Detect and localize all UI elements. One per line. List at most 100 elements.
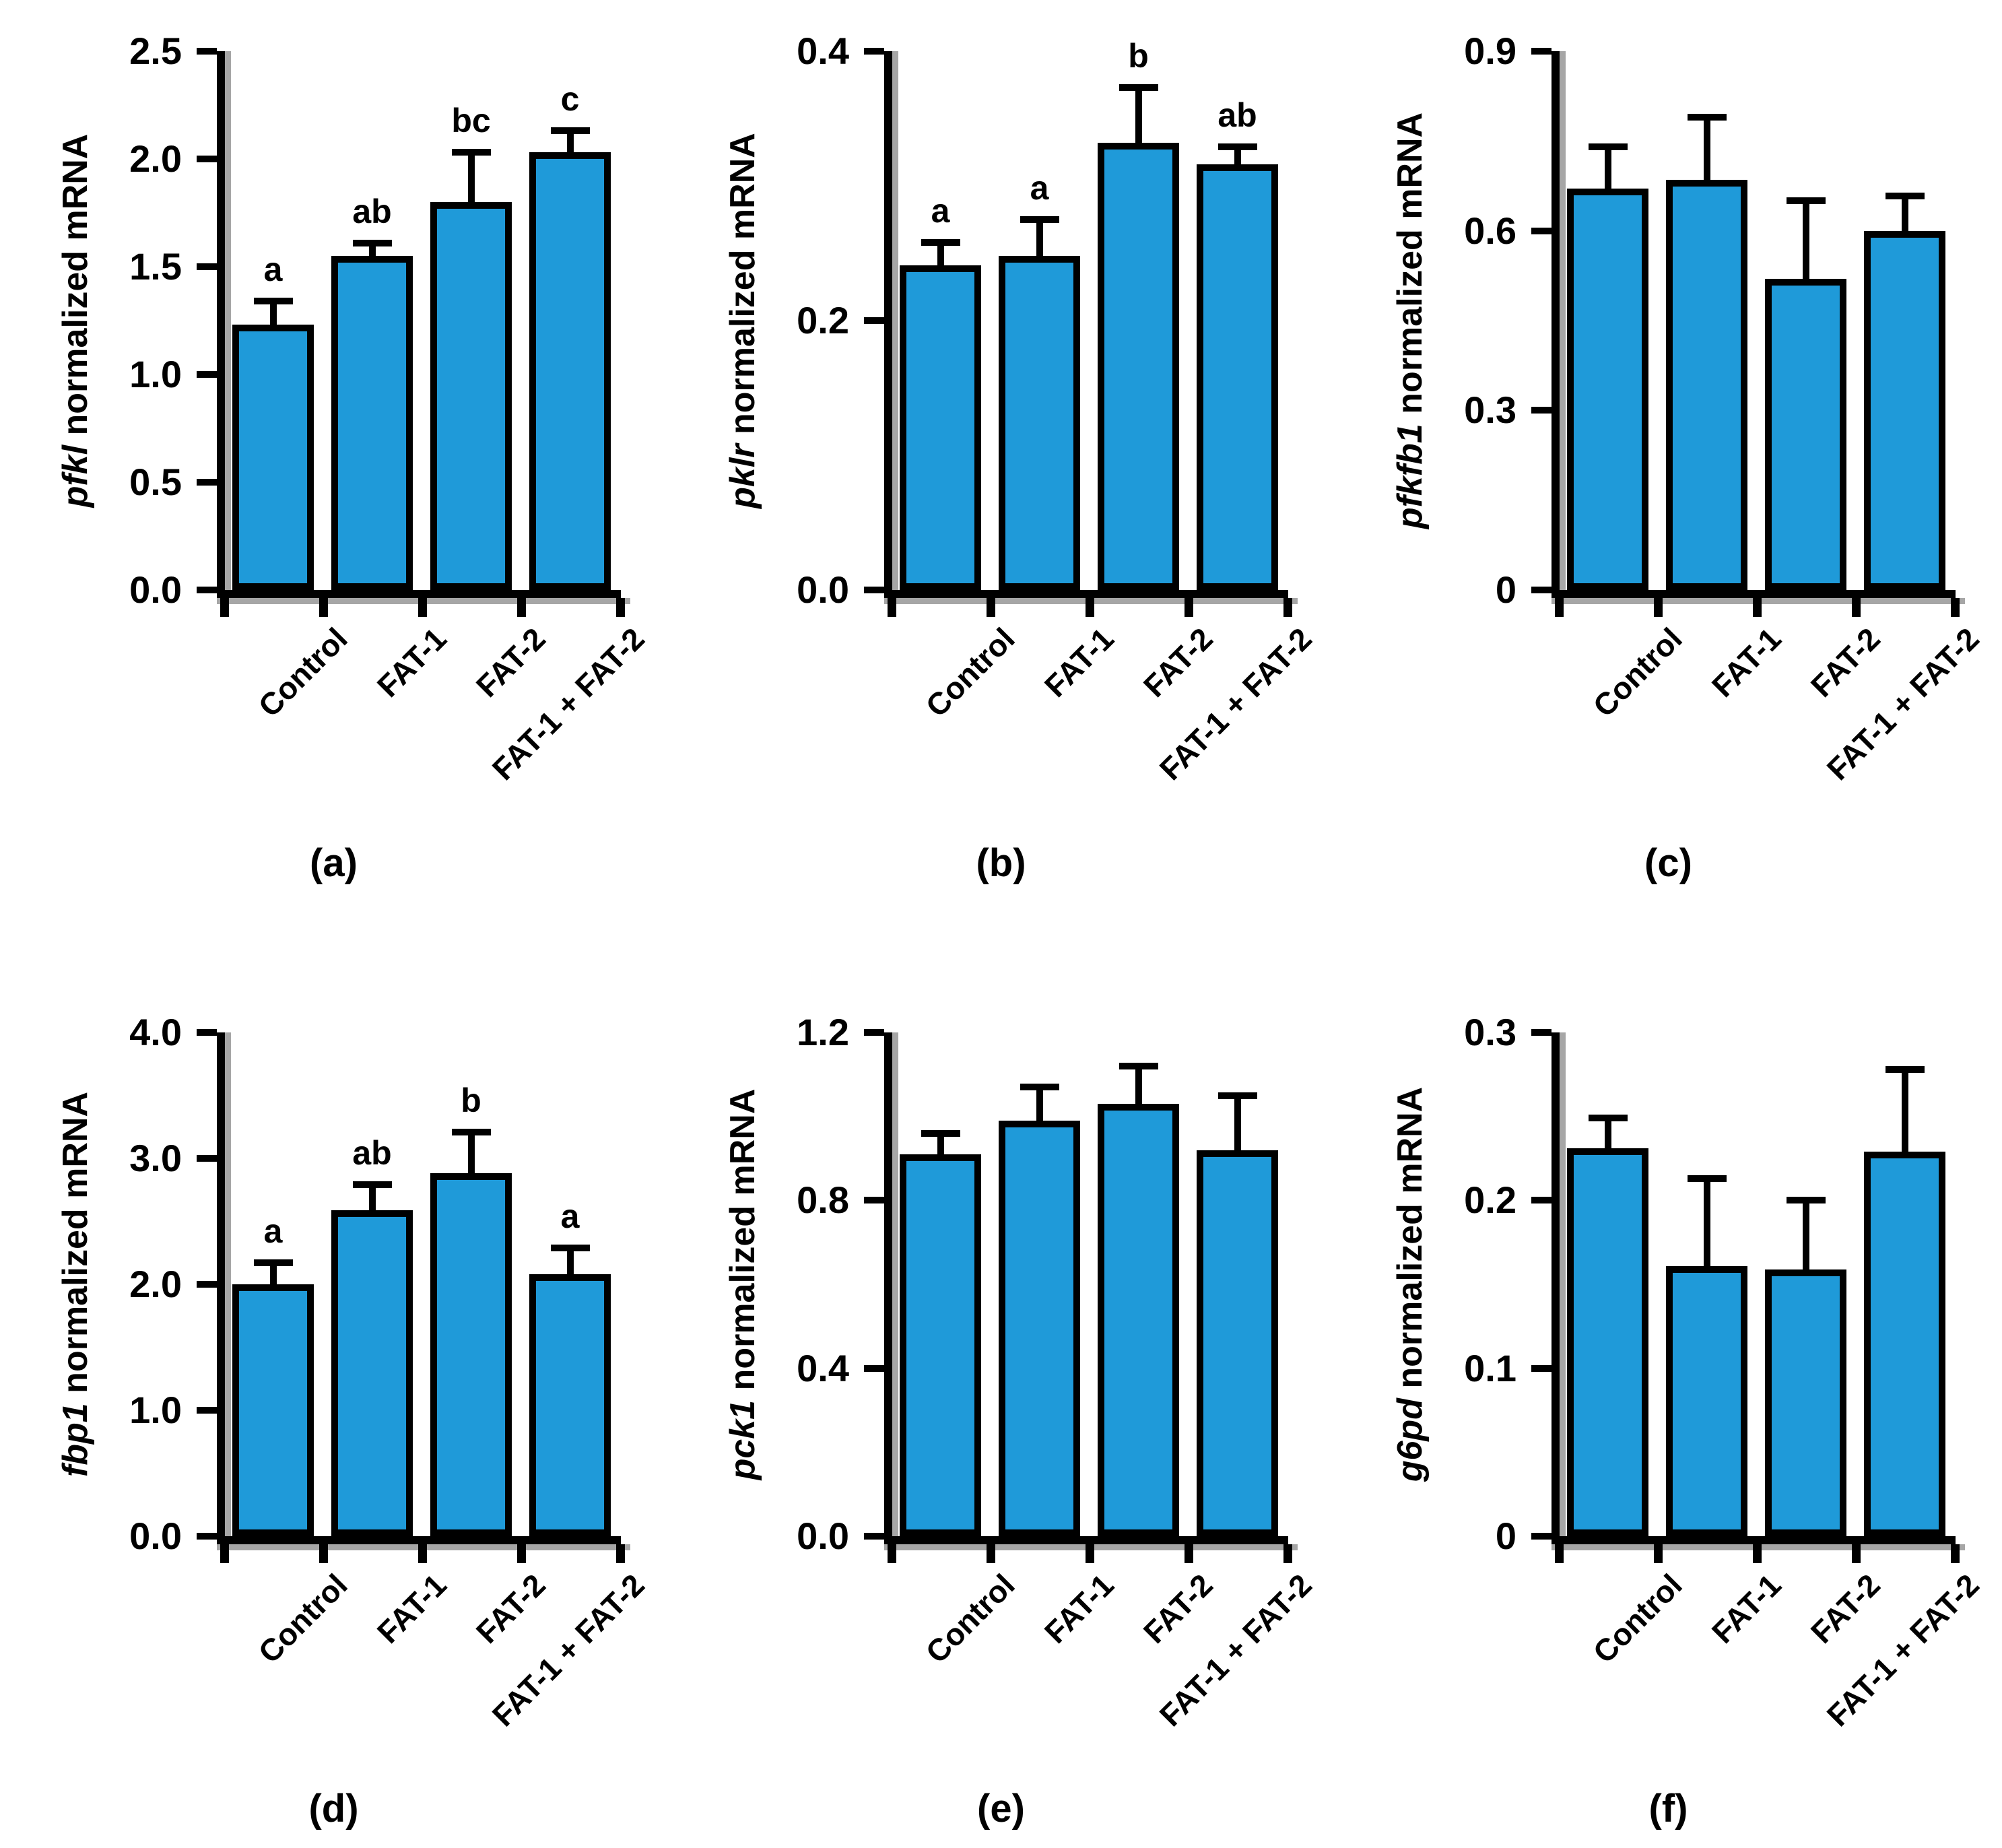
- x-tick-mark: [1086, 1544, 1094, 1563]
- panel-letter: (f): [1648, 1787, 1688, 1830]
- y-tick-mark: [1531, 227, 1551, 234]
- y-tick-label: 0.4: [797, 1346, 849, 1389]
- error-bar-stem: [368, 242, 376, 264]
- y-tick-label: 2.0: [129, 137, 182, 180]
- y-tick-mark: [864, 1364, 884, 1372]
- bar-FAT-1 + FAT-2: [529, 152, 611, 590]
- panel-f: g6pd normalized mRNA 0 0.1 0.2 0.3 Control FA…: [1362, 935, 1986, 1837]
- bar-FAT-2: [430, 1173, 512, 1536]
- error-bar-stem: [1901, 196, 1908, 239]
- bar-FAT-1: [331, 1210, 413, 1536]
- axis-shadow-vertical: [225, 1032, 231, 1536]
- error-bar-cap: [921, 239, 960, 246]
- y-tick-label: 1.0: [129, 1389, 182, 1431]
- y-tick-label: 0.2: [1464, 1179, 1516, 1222]
- bar-FAT-2: [1765, 1269, 1846, 1536]
- bar-FAT-2: [430, 202, 512, 590]
- error-bar-stem: [566, 1247, 574, 1283]
- error-bar-stem: [269, 301, 277, 333]
- y-tick-label: 2.5: [129, 30, 182, 72]
- y-tick-label: 2.0: [129, 1263, 182, 1305]
- y-tick-label: 0.0: [797, 568, 849, 611]
- bar-FAT-2: [1098, 1103, 1179, 1536]
- y-tick-label: 0.0: [129, 568, 182, 611]
- significance-letter: ab: [352, 1134, 392, 1173]
- panel-letter: (e): [977, 1787, 1025, 1830]
- bar-FAT-1: [999, 1120, 1080, 1536]
- y-tick-label: 0.9: [1464, 30, 1516, 72]
- error-bar-stem: [1802, 1200, 1809, 1278]
- significance-letter: b: [1128, 37, 1149, 75]
- y-tick-label: 0.4: [797, 30, 849, 72]
- y-tick-mark: [197, 263, 217, 270]
- error-bar-cap: [352, 239, 392, 246]
- error-bar-stem: [368, 1185, 376, 1218]
- error-bar-cap: [253, 298, 293, 305]
- error-bar-cap: [253, 1259, 293, 1267]
- x-tick-mark: [319, 1544, 328, 1563]
- error-bar-stem: [1135, 88, 1142, 151]
- y-tick-label: 0.5: [129, 461, 182, 503]
- x-tick-mark: [1184, 1544, 1193, 1563]
- plot-area: 0 0.1 0.2 0.3 Control FAT-1 FAT-2 FAT-1 + FAT-2: [1464, 1012, 1986, 1734]
- y-tick-label: 0.0: [797, 1515, 849, 1557]
- x-tick-mark: [616, 1544, 625, 1563]
- x-tick-mark: [1753, 598, 1762, 617]
- y-tick-label: 0.0: [129, 1515, 182, 1557]
- panel-letter: (c): [1644, 841, 1692, 885]
- plot-area: 0 0.3 0.6 0.9 Control FAT-1 FAT-2 FAT-1 + FAT-2: [1464, 31, 1986, 787]
- panel-letter: (d): [308, 1787, 359, 1830]
- error-bar-stem: [1703, 117, 1710, 189]
- panel-e: pck1 normalized mRNA 0.0 0.4 0.8 1.2 Control…: [694, 935, 1319, 1837]
- x-tick-mark: [1753, 1544, 1762, 1563]
- bar-FAT-1: [999, 256, 1080, 590]
- error-bar-stem: [1604, 147, 1611, 197]
- plot-area: 0.0 0.5 1.0 1.5 2.0 2.5 a Control ab FAT-1 bc FAT-2…: [129, 31, 651, 787]
- bar-Control: [1567, 1148, 1648, 1536]
- y-tick-mark: [864, 48, 884, 55]
- bar-FAT-1: [1666, 1265, 1747, 1536]
- y-tick-mark: [197, 156, 217, 162]
- x-tick-mark: [1283, 1544, 1292, 1563]
- error-bar-cap: [1786, 197, 1826, 205]
- x-tick-mark: [1555, 598, 1564, 617]
- x-tick-mark: [220, 1544, 229, 1563]
- error-bar-cap: [1217, 143, 1257, 150]
- error-bar-cap: [1020, 216, 1059, 223]
- x-tick-mark: [1852, 1544, 1861, 1563]
- error-bar-stem: [1234, 1095, 1241, 1158]
- y-tick-mark: [864, 1029, 884, 1036]
- significance-letter: c: [560, 80, 580, 119]
- y-tick-mark: [1531, 1364, 1551, 1372]
- y-tick-mark: [864, 317, 884, 324]
- error-bar-cap: [1588, 143, 1628, 151]
- y-tick-mark: [197, 1533, 217, 1540]
- y-tick-mark: [864, 587, 884, 593]
- bar-FAT-1 + FAT-2: [1197, 1150, 1278, 1536]
- x-tick-mark: [1555, 1544, 1564, 1563]
- error-bar-cap: [1119, 84, 1158, 91]
- error-bar-stem: [1036, 1087, 1043, 1129]
- x-tick-mark: [987, 1544, 995, 1563]
- error-bar-cap: [1217, 1092, 1257, 1099]
- error-bar-stem: [1604, 1118, 1611, 1157]
- y-tick-mark: [1531, 407, 1551, 414]
- y-tick-mark: [1531, 587, 1551, 593]
- y-tick-mark: [197, 479, 217, 486]
- x-tick-mark: [1184, 598, 1193, 617]
- error-bar-stem: [1703, 1178, 1710, 1274]
- y-axis-title: pfkfb1 normalized mRNA: [1389, 44, 1432, 597]
- y-tick-mark: [864, 1197, 884, 1204]
- y-tick-label: 3.0: [129, 1137, 182, 1179]
- y-tick-label: 0.3: [1464, 1011, 1516, 1053]
- y-tick-mark: [197, 1281, 217, 1288]
- error-bar-cap: [1588, 1115, 1628, 1122]
- bar-Control: [900, 1154, 981, 1536]
- x-tick-mark: [1654, 598, 1663, 617]
- axis-shadow-vertical: [892, 51, 898, 590]
- panel-letter: (a): [310, 841, 358, 885]
- y-tick-label: 0.1: [1464, 1346, 1516, 1389]
- bar-FAT-1 + FAT-2: [529, 1274, 611, 1536]
- error-bar-stem: [467, 1131, 475, 1182]
